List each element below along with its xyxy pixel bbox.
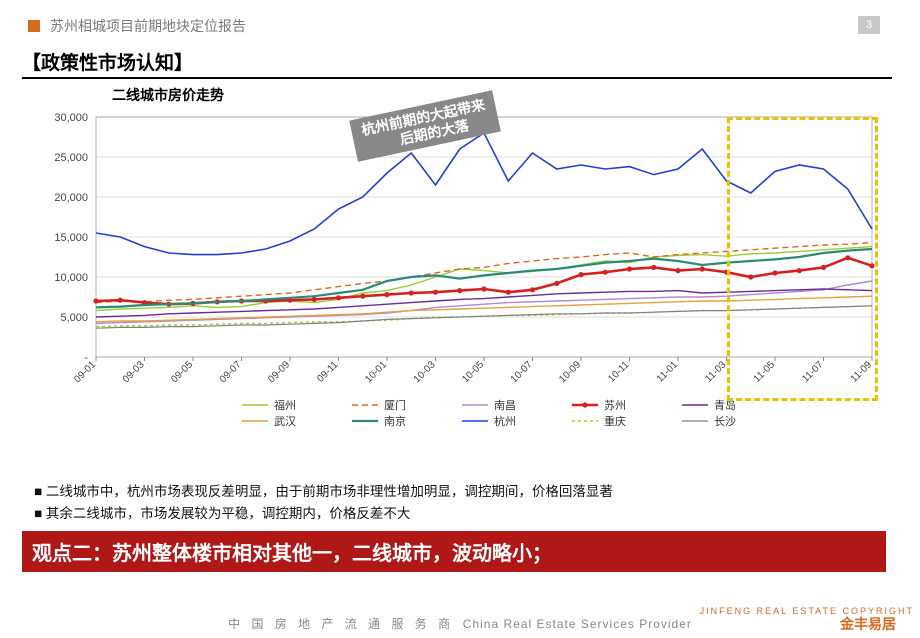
svg-text:09-07: 09-07: [218, 359, 244, 385]
svg-text:杭州: 杭州: [494, 414, 516, 428]
svg-text:15,000: 15,000: [54, 232, 88, 244]
svg-text:重庆: 重庆: [604, 414, 626, 428]
conclusion-banner: 观点二：苏州整体楼市相对其他一，二线城市，波动略小；: [22, 531, 886, 572]
svg-text:20,000: 20,000: [54, 192, 88, 204]
svg-text:福州: 福州: [274, 398, 296, 412]
bullet-list: 二线城市中，杭州市场表现反差明显，由于前期市场非理性增加明显，调控期间，价格回落…: [0, 475, 920, 529]
svg-text:苏州: 苏州: [604, 399, 626, 412]
section-title: 【政策性市场认知】: [0, 44, 920, 77]
svg-text:10-07: 10-07: [509, 359, 535, 385]
svg-text:10-11: 10-11: [606, 359, 632, 385]
svg-text:5,000: 5,000: [60, 312, 88, 324]
svg-text:09-03: 09-03: [121, 359, 147, 385]
footer: 中 国 房 地 产 流 通 服 务 商 China Real Estate Se…: [0, 615, 920, 632]
footer-text: 中 国 房 地 产 流 通 服 务 商 China Real Estate Se…: [228, 615, 692, 632]
svg-text:09-09: 09-09: [266, 359, 292, 385]
svg-text:11-03: 11-03: [703, 359, 729, 385]
svg-text:10-09: 10-09: [557, 359, 583, 385]
header-title: 苏州相城项目前期地块定位报告: [50, 16, 246, 36]
svg-text:青岛: 青岛: [714, 398, 736, 412]
bullet-item: 其余二线城市，市场发展较为平稳，调控期内，价格反差不大: [34, 501, 886, 523]
slide-header: 苏州相城项目前期地块定位报告: [0, 0, 920, 44]
svg-text:11-01: 11-01: [655, 359, 681, 385]
svg-text:长沙: 长沙: [714, 415, 736, 428]
svg-text:11-05: 11-05: [752, 359, 778, 385]
svg-text:10-05: 10-05: [460, 359, 486, 385]
svg-text:厦门: 厦门: [384, 398, 406, 412]
svg-text:11-09: 11-09: [849, 359, 875, 385]
chart-container: 二线城市房价走势 杭州前期的大起带来 后期的大落 -5,00010,00015,…: [22, 85, 886, 475]
svg-text:09-11: 09-11: [315, 359, 341, 385]
svg-text:09-05: 09-05: [169, 359, 195, 385]
svg-text:10-03: 10-03: [412, 359, 438, 385]
page-number: 3: [858, 16, 880, 34]
svg-text:10,000: 10,000: [54, 272, 88, 284]
bullet-item: 二线城市中，杭州市场表现反差明显，由于前期市场非理性增加明显，调控期间，价格回落…: [34, 479, 886, 501]
svg-text:武汉: 武汉: [274, 415, 296, 428]
svg-text:南京: 南京: [384, 414, 406, 428]
svg-text:10-01: 10-01: [363, 359, 389, 385]
header-bullet-icon: [28, 20, 40, 32]
svg-text:25,000: 25,000: [54, 152, 88, 164]
svg-text:11-07: 11-07: [800, 359, 826, 385]
svg-text:09-01: 09-01: [72, 359, 98, 385]
svg-text:30,000: 30,000: [54, 112, 88, 124]
svg-text:南昌: 南昌: [494, 399, 516, 412]
line-chart: -5,00010,00015,00020,00025,00030,00009-0…: [22, 107, 882, 475]
section-underline: [22, 77, 892, 79]
